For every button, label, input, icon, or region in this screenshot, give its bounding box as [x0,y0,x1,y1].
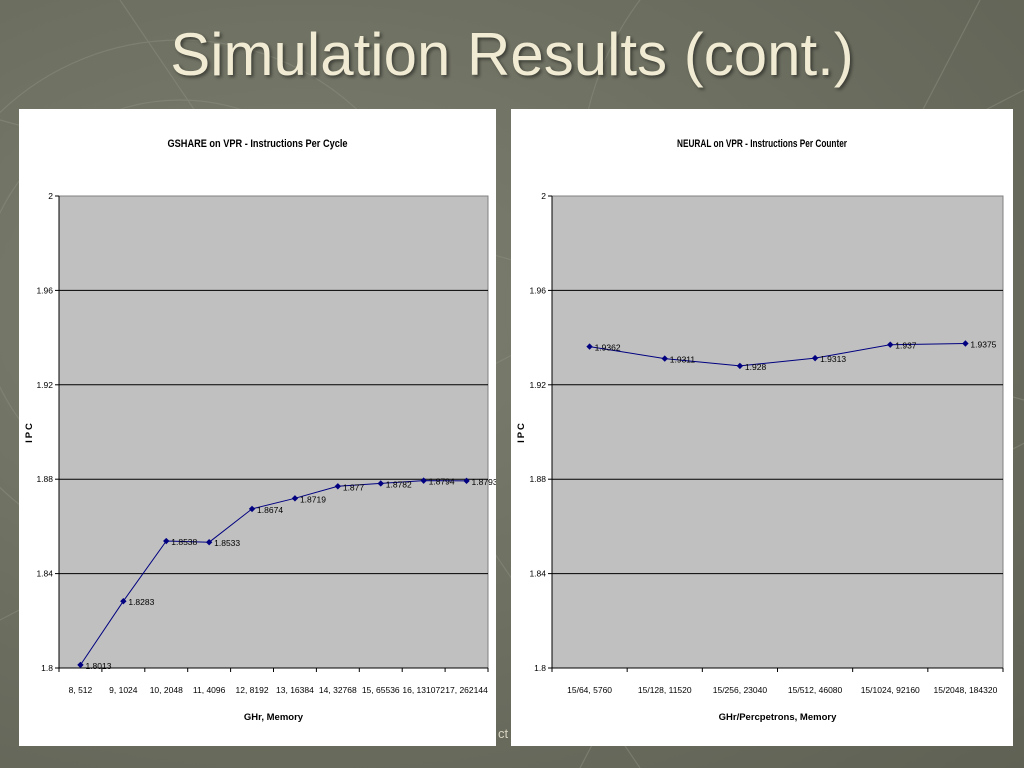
neural-ipc-chart: NEURAL on VPR - Instructions Per Counter… [516,138,1004,723]
series-line [589,343,966,367]
data-label: 1.9311 [670,355,696,365]
plot-area [58,195,489,669]
y-tick-label: 1.88 [36,474,53,484]
footer-text: ct [498,726,509,741]
slide-title: Simulation Results (cont.) [170,21,854,88]
data-label: 1.9375 [970,340,996,350]
y-tick-label: 1.96 [529,285,546,295]
data-label: 1.8533 [214,538,240,548]
x-tick-label: 14, 32768 [319,685,357,695]
x-axis-label: GHr, Memory [244,712,304,723]
data-label: 1.928 [745,362,767,372]
data-label: 1.8782 [386,479,412,489]
y-tick-label: 1.8 [534,663,546,673]
x-tick-label: 15/1024, 92160 [861,685,920,695]
x-tick-label: 12, 8192 [236,685,269,695]
data-label: 1.8538 [171,537,197,547]
data-point [248,505,256,513]
gshare-ipc-chart: GSHARE on VPR - Instructions Per Cycle 1.… [24,138,496,723]
data-point [334,483,342,490]
y-tick-label: 1.84 [529,569,546,579]
data-label: 1.8674 [257,505,283,515]
plot-area [551,195,1004,669]
x-tick-label: 16, 131072 [402,685,445,695]
y-tick-label: 1.84 [36,569,53,579]
data-point [420,477,427,484]
x-tick-label: 15/128, 11520 [638,685,692,695]
chart-title: NEURAL on VPR - Instructions Per Counter [677,138,848,150]
y-tick-label: 2 [48,191,53,201]
x-tick-label: 15/64, 5760 [567,685,612,695]
data-point [463,477,470,485]
data-point [377,480,384,487]
y-axis-label: IPC [516,421,527,443]
x-tick-label: 15/2048, 184320 [934,685,998,695]
y-tick-label: 1.96 [36,285,53,295]
gshare-chart-panel: GSHARE on VPR - Instructions Per Cycle 1.… [19,109,496,746]
data-label: 1.8013 [85,661,111,671]
data-label: 1.8719 [300,494,326,504]
data-point [291,495,299,502]
series-line [80,480,467,666]
data-point [77,661,84,669]
data-label: 1.877 [343,482,365,492]
y-tick-label: 1.8 [41,663,53,673]
x-tick-label: 8, 512 [69,685,93,695]
data-label: 1.8793 [472,477,496,487]
x-tick-label: 17, 262144 [445,685,488,695]
x-tick-label: 9, 1024 [109,685,138,695]
x-tick-label: 15, 65536 [362,685,400,695]
x-tick-label: 13, 16384 [276,685,314,695]
y-axis-label: IPC [24,421,35,443]
x-tick-label: 15/256, 23040 [713,685,768,695]
x-tick-label: 10, 2048 [150,685,183,695]
data-label: 1.937 [895,341,917,351]
y-tick-label: 1.92 [529,380,546,390]
x-tick-label: 11, 4096 [193,685,226,695]
x-axis-label: GHr/Percpetrons, Memory [719,712,837,723]
y-tick-label: 2 [541,191,546,201]
data-label: 1.8283 [128,597,154,607]
data-label: 1.9362 [595,343,621,353]
data-point [163,537,170,545]
neural-chart-panel: NEURAL on VPR - Instructions Per Counter… [511,109,1013,746]
data-point [887,341,894,348]
data-label: 1.8794 [429,477,455,487]
y-tick-label: 1.92 [36,380,53,390]
data-point [661,355,668,362]
chart-title: GSHARE on VPR - Instructions Per Cycle [168,138,348,150]
data-label: 1.9313 [820,354,846,364]
x-tick-label: 15/512, 46080 [788,685,843,695]
y-tick-label: 1.88 [529,474,546,484]
